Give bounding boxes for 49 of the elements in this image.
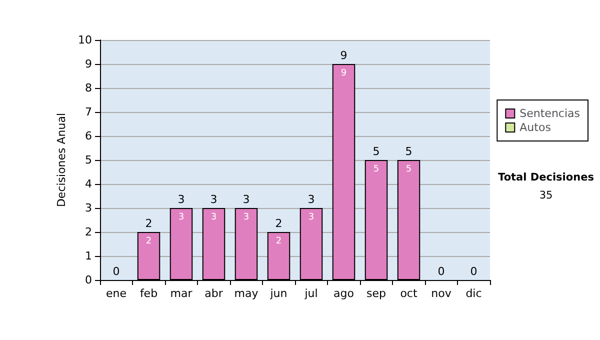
data-label: 3: [178, 212, 184, 222]
y-tick-label: 7: [85, 106, 92, 118]
data-label: 9: [340, 68, 347, 78]
total-label: 3: [308, 193, 315, 206]
text: 35: [539, 190, 553, 202]
x-tick-label: feb: [140, 287, 158, 300]
y-tick-label: 9: [85, 58, 92, 70]
legend-label: Sentencias: [520, 107, 580, 120]
total-label: 0: [112, 265, 120, 278]
data-label: 2: [146, 236, 152, 246]
text: Total Decisiones: [498, 172, 594, 184]
x-tick-label: jun: [269, 287, 288, 300]
y-tick-label: 0: [85, 274, 92, 286]
x-tick-label: jul: [304, 287, 318, 300]
y-tick-label: 5: [85, 154, 92, 166]
y-tick-label: 3: [85, 202, 92, 214]
x-tick-label: abr: [204, 287, 224, 300]
x-tick-label: may: [234, 287, 259, 300]
total-label: 2: [145, 217, 152, 230]
total-label: 5: [372, 145, 380, 158]
x-tick-label: ene: [106, 287, 127, 300]
data-label: 3: [210, 212, 217, 222]
total-label: 0: [438, 265, 445, 278]
total-label: 3: [242, 193, 250, 206]
y-tick-label: 8: [85, 82, 92, 94]
total-label: 3: [178, 193, 185, 206]
data-label: 5: [406, 164, 412, 174]
x-tick-label: ago: [334, 287, 354, 300]
legend-label: Autos: [520, 121, 552, 134]
data-label: 3: [308, 212, 314, 222]
data-label: 2: [276, 236, 282, 246]
total-label: 2: [275, 217, 282, 230]
y-tick-label: 1: [85, 250, 92, 262]
y-tick-label: 4: [85, 178, 92, 190]
data-label: 3: [243, 212, 250, 222]
total-label: 3: [210, 193, 218, 206]
y-tick-label: 10: [78, 34, 92, 46]
total-label: 9: [340, 49, 348, 62]
y-axis-title: Decisiones Anual: [55, 112, 68, 208]
x-tick-label: mar: [170, 287, 193, 300]
x-tick-label: nov: [431, 287, 452, 300]
y-tick-label: 2: [85, 226, 92, 238]
total-label: 5: [405, 145, 412, 158]
total-label: 0: [470, 265, 478, 278]
x-tick-label: sep: [366, 287, 386, 300]
data-label: 5: [373, 164, 380, 174]
x-tick-label: dic: [466, 287, 482, 300]
y-tick-label: 6: [85, 130, 92, 142]
x-tick-label: oct: [400, 287, 418, 300]
